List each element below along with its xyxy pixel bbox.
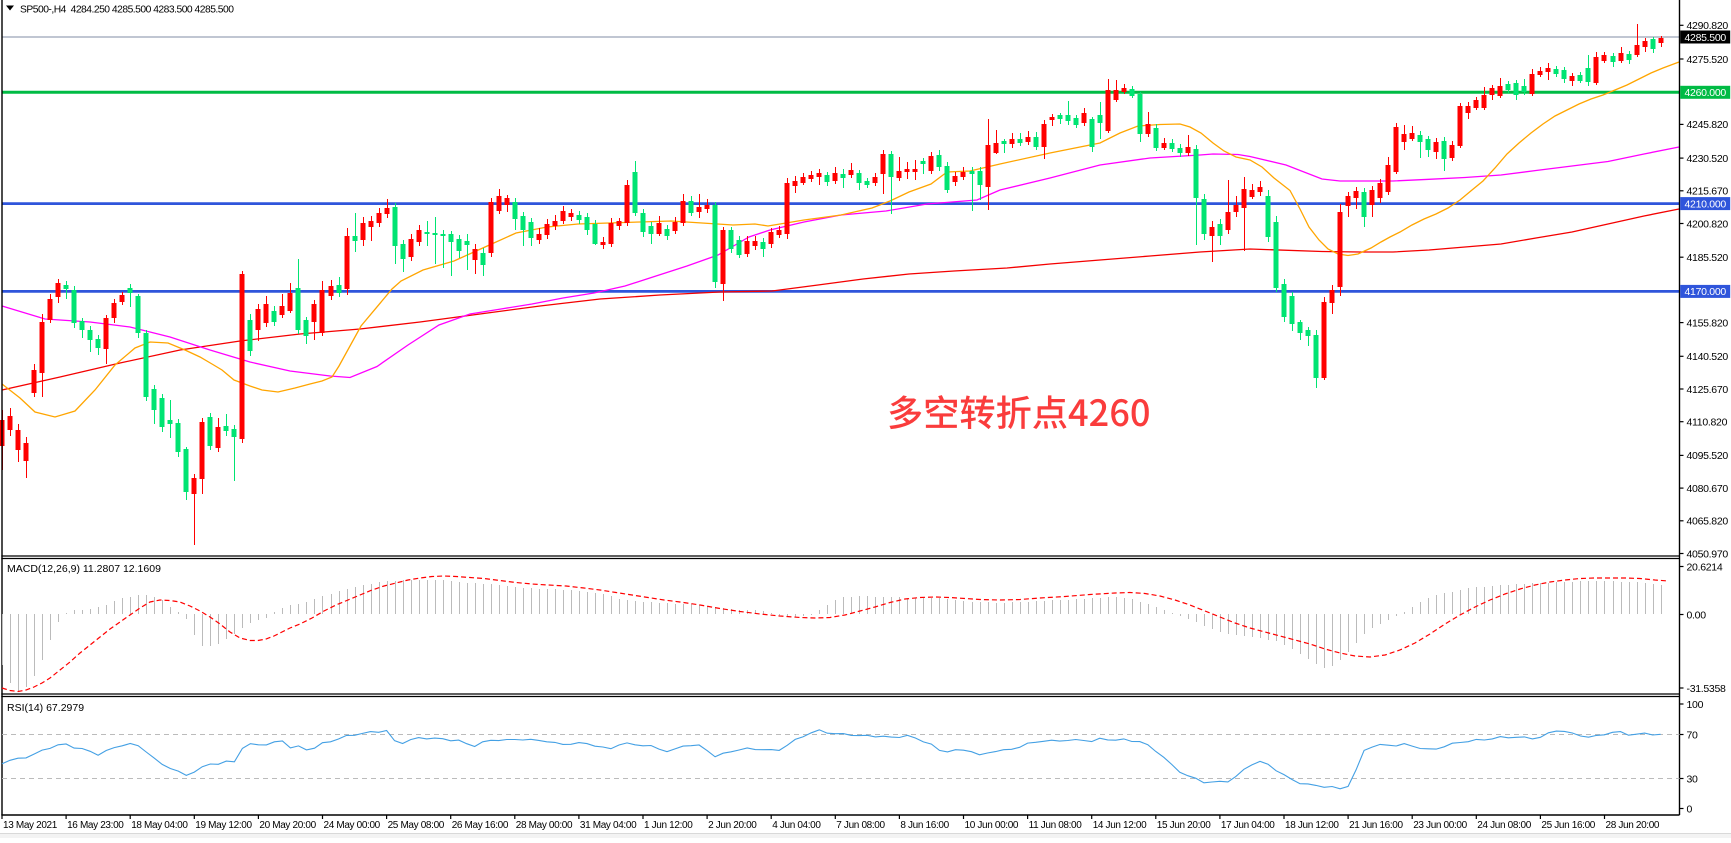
svg-text:30: 30 [1687, 773, 1699, 785]
svg-text:4215.670: 4215.670 [1687, 186, 1729, 198]
svg-text:4285.500: 4285.500 [1685, 32, 1727, 44]
svg-text:20 May 20:00: 20 May 20:00 [259, 820, 316, 831]
svg-text:28 May 00:00: 28 May 00:00 [516, 820, 573, 831]
svg-text:4210.000: 4210.000 [1685, 198, 1727, 210]
svg-text:4260.000: 4260.000 [1685, 87, 1727, 99]
svg-text:4155.820: 4155.820 [1687, 317, 1729, 329]
svg-text:24 Jun 08:00: 24 Jun 08:00 [1477, 820, 1531, 831]
svg-text:23 Jun 00:00: 23 Jun 00:00 [1413, 820, 1467, 831]
svg-text:70: 70 [1687, 729, 1699, 741]
svg-text:4245.820: 4245.820 [1687, 119, 1729, 131]
svg-text:14 Jun 12:00: 14 Jun 12:00 [1093, 820, 1147, 831]
svg-text:4080.670: 4080.670 [1687, 483, 1729, 495]
svg-text:4050.970: 4050.970 [1687, 548, 1729, 560]
svg-text:1 Jun 12:00: 1 Jun 12:00 [644, 820, 693, 831]
svg-text:MACD(12,26,9) 11.2807 12.1609: MACD(12,26,9) 11.2807 12.1609 [7, 563, 161, 575]
svg-text:4185.520: 4185.520 [1687, 252, 1729, 264]
svg-text:4275.520: 4275.520 [1687, 54, 1729, 66]
svg-text:19 May 12:00: 19 May 12:00 [195, 820, 252, 831]
svg-text:25 May 08:00: 25 May 08:00 [388, 820, 445, 831]
svg-text:31 May 04:00: 31 May 04:00 [580, 820, 637, 831]
svg-text:4170.000: 4170.000 [1685, 286, 1727, 298]
svg-text:4230.520: 4230.520 [1687, 153, 1729, 165]
svg-text:4065.820: 4065.820 [1687, 516, 1729, 528]
svg-text:8 Jun 16:00: 8 Jun 16:00 [900, 820, 949, 831]
svg-text:0: 0 [1687, 803, 1693, 815]
svg-text:15 Jun 20:00: 15 Jun 20:00 [1157, 820, 1211, 831]
svg-text:18 May 04:00: 18 May 04:00 [131, 820, 188, 831]
svg-text:26 May 16:00: 26 May 16:00 [452, 820, 509, 831]
svg-text:-31.5358: -31.5358 [1687, 683, 1727, 695]
svg-text:4 Jun 04:00: 4 Jun 04:00 [772, 820, 821, 831]
svg-text:4110.820: 4110.820 [1687, 417, 1728, 429]
svg-text:4140.520: 4140.520 [1687, 351, 1729, 363]
svg-text:20.6214: 20.6214 [1687, 561, 1723, 573]
svg-text:7 Jun 08:00: 7 Jun 08:00 [836, 820, 885, 831]
svg-text:0.00: 0.00 [1687, 609, 1707, 621]
svg-text:13 May 2021: 13 May 2021 [3, 820, 58, 831]
svg-text:11 Jun 08:00: 11 Jun 08:00 [1029, 820, 1083, 831]
svg-text:17 Jun 04:00: 17 Jun 04:00 [1221, 820, 1275, 831]
svg-text:4290.820: 4290.820 [1687, 20, 1729, 32]
svg-text:100: 100 [1687, 699, 1704, 711]
svg-text:4125.670: 4125.670 [1687, 384, 1729, 396]
svg-text:18 Jun 12:00: 18 Jun 12:00 [1285, 820, 1339, 831]
svg-text:16 May 23:00: 16 May 23:00 [67, 820, 124, 831]
svg-text:10 Jun 00:00: 10 Jun 00:00 [965, 820, 1019, 831]
svg-text:2 Jun 20:00: 2 Jun 20:00 [708, 820, 757, 831]
svg-text:28 Jun 20:00: 28 Jun 20:00 [1606, 820, 1660, 831]
svg-text:24 May 00:00: 24 May 00:00 [324, 820, 381, 831]
svg-text:21 Jun 16:00: 21 Jun 16:00 [1349, 820, 1403, 831]
svg-text:4095.520: 4095.520 [1687, 450, 1729, 462]
svg-text:25 Jun 16:00: 25 Jun 16:00 [1541, 820, 1595, 831]
svg-text:RSI(14) 67.2979: RSI(14) 67.2979 [7, 702, 84, 714]
svg-text:SP500-,H4 4284.250 4285.500 4: SP500-,H4 4284.250 4285.500 4283.500 428… [20, 5, 234, 16]
svg-text:4200.820: 4200.820 [1687, 218, 1729, 230]
